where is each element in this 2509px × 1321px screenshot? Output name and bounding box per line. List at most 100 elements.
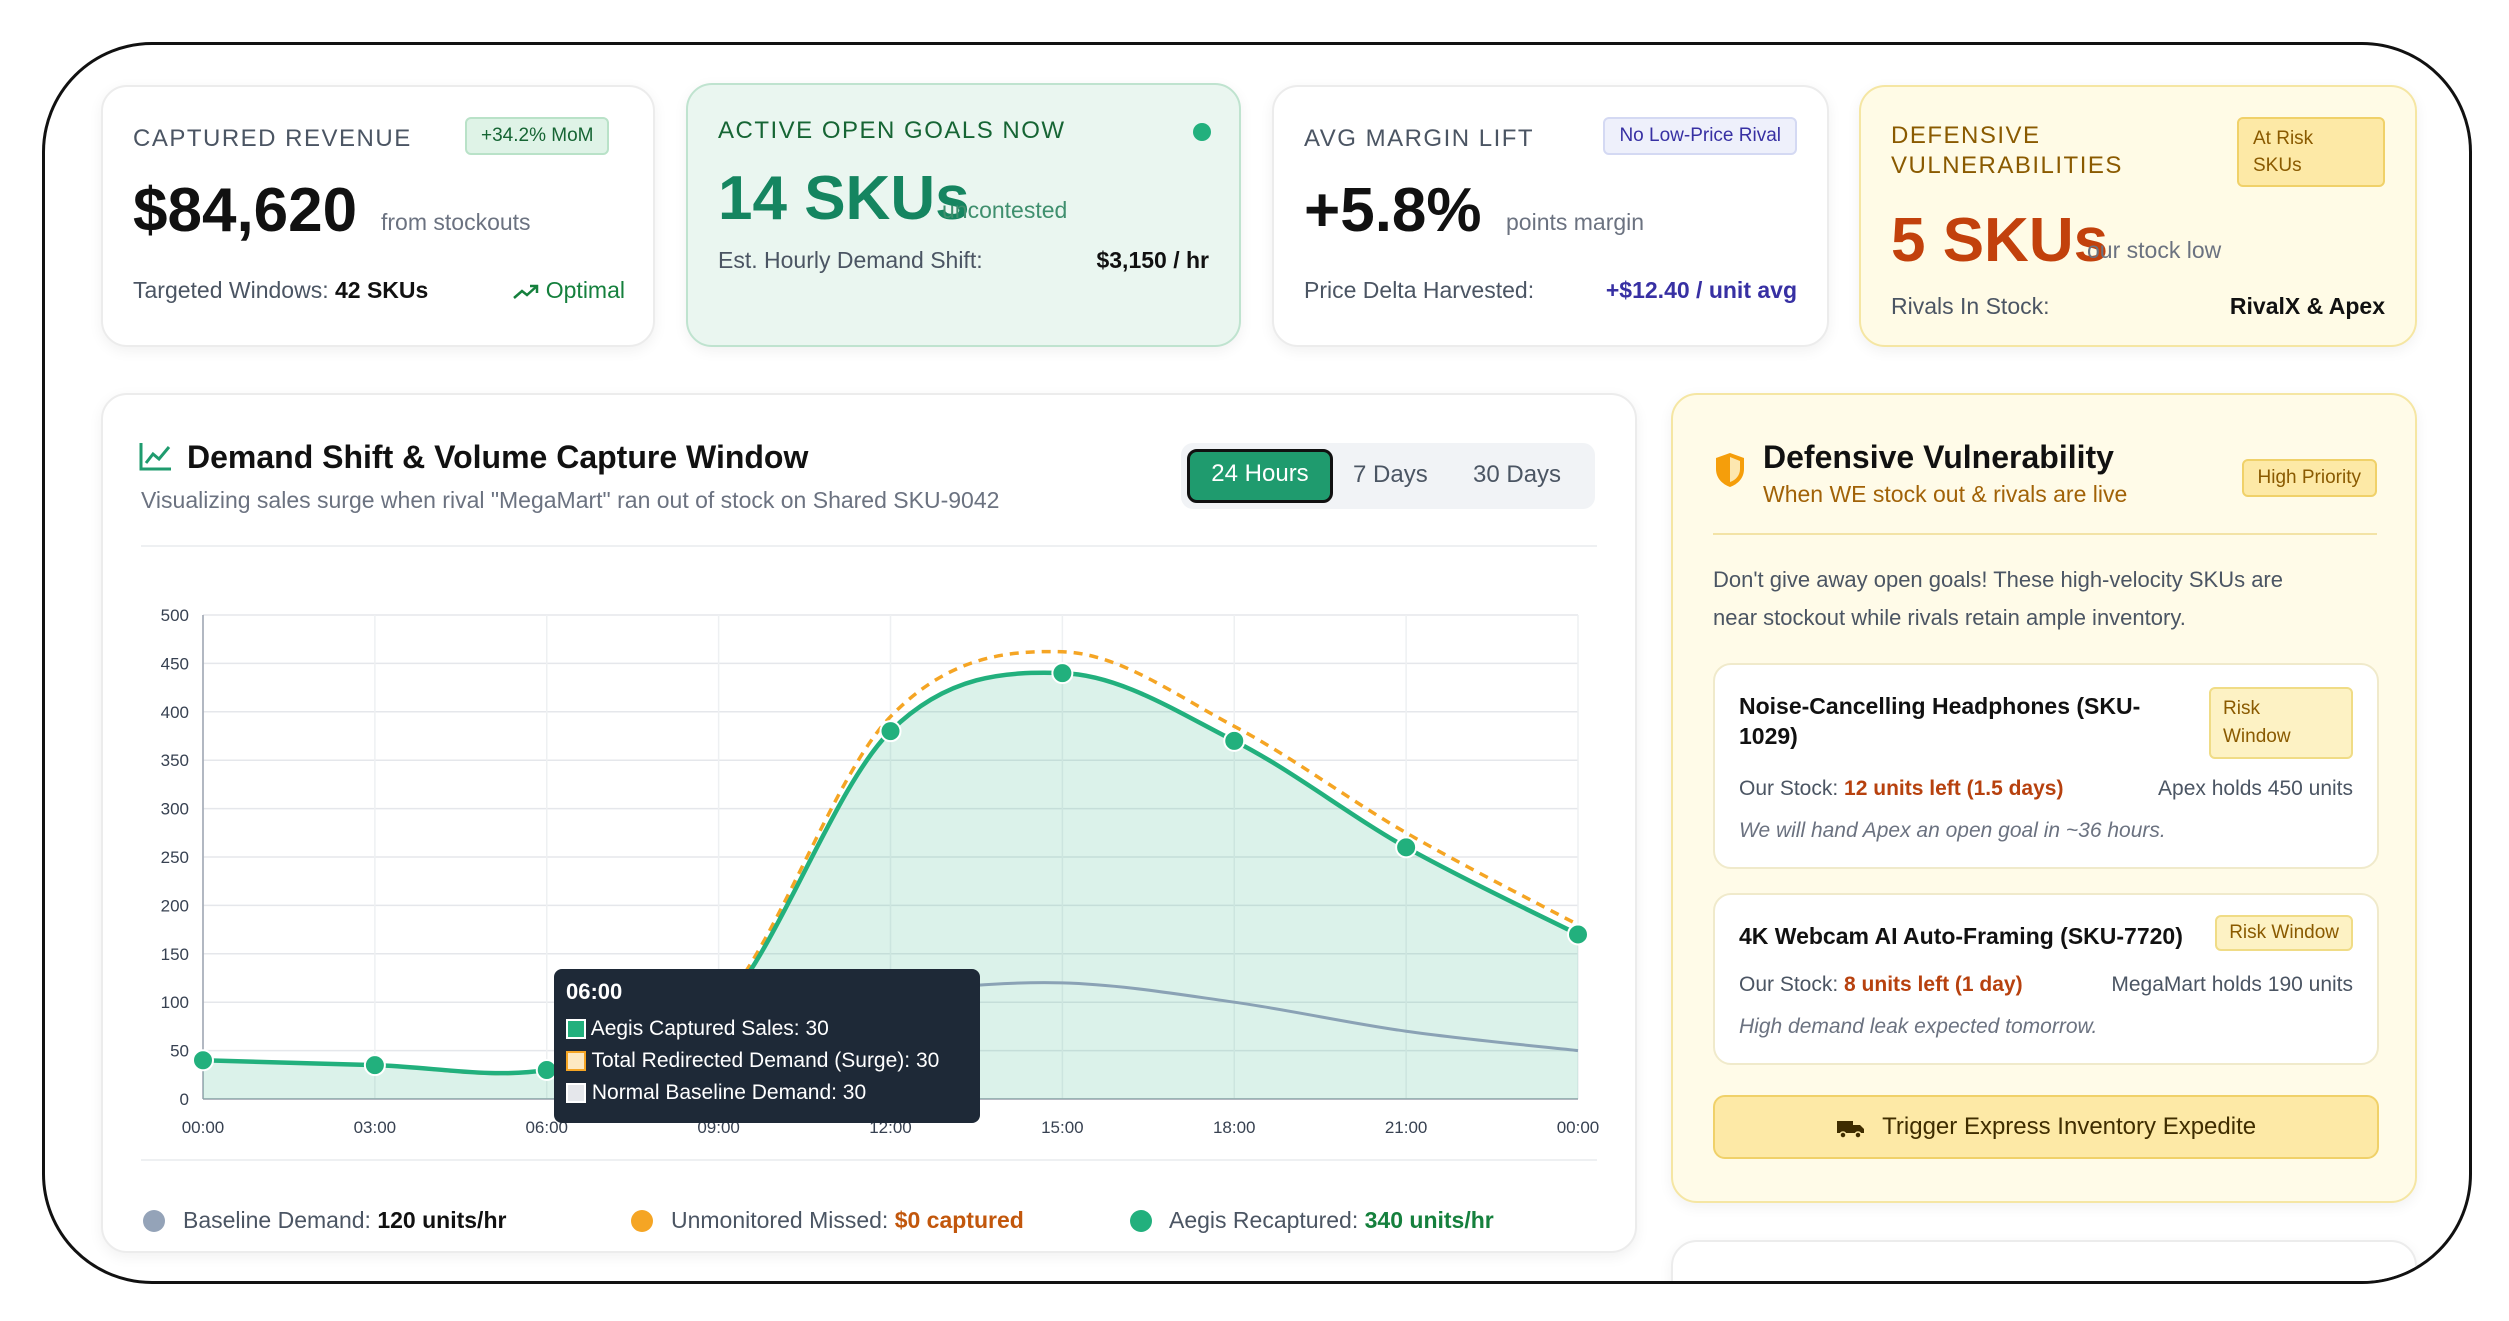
kpi-card-margin-lift: AVG MARGIN LIFT No Low-Price Rival +5.8%…: [1272, 85, 1829, 347]
kpi-card-captured-revenue: CAPTURED REVENUE +34.2% MoM $84,620 from…: [101, 85, 655, 347]
defensive-vulnerability-panel: Defensive Vulnerability When WE stock ou…: [1671, 393, 2417, 1203]
captured-point: [1567, 923, 1589, 946]
dashboard-frame: CAPTURED REVENUE +34.2% MoM $84,620 from…: [42, 42, 2472, 1284]
defense-intro-line1: Don't give away open goals! These high-v…: [1713, 567, 2283, 592]
expedite-button-label: Trigger Express Inventory Expedite: [1882, 1113, 2257, 1140]
legend-label: Unmonitored Missed:: [671, 1207, 889, 1233]
legend-value: 340 units/hr: [1364, 1207, 1494, 1233]
kpi-label: ACTIVE OPEN GOALS NOW: [718, 117, 1066, 144]
y-tick-label: 50: [170, 1042, 189, 1061]
rival-stock: MegaMart holds 190 units: [2111, 973, 2353, 996]
next-card-peek: [1671, 1240, 2417, 1281]
x-tick-label: 00:00: [182, 1118, 225, 1137]
shield-icon: [1713, 451, 1747, 494]
tooltip-swatch-captured: [566, 1019, 586, 1040]
trend-label: Optimal: [545, 277, 625, 303]
sku-name: 4K Webcam AI Auto-Framing (SKU-7720): [1739, 923, 2183, 949]
targeted-windows-label: Targeted Windows:: [133, 277, 329, 303]
stock-label: Our Stock:: [1739, 973, 1839, 996]
tooltip-surge-text: Total Redirected Demand (Surge): 30: [591, 1049, 940, 1072]
tooltip-swatch-baseline: [566, 1083, 586, 1104]
y-tick-label: 450: [161, 654, 189, 673]
x-tick-label: 00:00: [1557, 1118, 1600, 1137]
y-tick-label: 250: [161, 848, 189, 867]
captured-point: [192, 1049, 214, 1072]
y-tick-label: 150: [161, 945, 189, 964]
y-tick-label: 500: [161, 606, 189, 625]
kpi-suffix: from stockouts: [381, 209, 531, 235]
mom-badge: +34.2% MoM: [465, 117, 610, 155]
kpi-label: DEFENSIVE VULNERABILITIES: [1891, 121, 2123, 181]
legend-dot-missed: [631, 1210, 653, 1232]
y-tick-label: 350: [161, 751, 189, 770]
kpi-footer-label: Targeted Windows: 42 SKUs: [133, 277, 428, 304]
tooltip-line: Normal Baseline Demand: 30: [566, 1077, 968, 1109]
sku-stock: Our Stock: 8 units left (1 day): [1739, 973, 2023, 997]
x-tick-label: 06:00: [525, 1118, 568, 1137]
tab-24-hours[interactable]: 24 Hours: [1187, 449, 1333, 503]
kpi-value: 14 SKUs: [718, 164, 970, 233]
legend-missed: Unmonitored Missed: $0 captured: [671, 1207, 1024, 1234]
rival-stock: Apex holds 450 units: [2158, 777, 2353, 800]
chart-title: Demand Shift & Volume Capture Window: [187, 439, 809, 475]
sku-name: Noise-Cancelling Headphones (SKU- 1029): [1739, 691, 2179, 751]
y-tick-label: 0: [180, 1090, 189, 1109]
x-tick-label: 18:00: [1213, 1118, 1256, 1137]
expedite-button[interactable]: Trigger Express Inventory Expedite: [1713, 1095, 2379, 1159]
kpi-card-open-goals: ACTIVE OPEN GOALS NOW 14 SKUs unconteste…: [686, 83, 1241, 347]
y-tick-label: 100: [161, 993, 189, 1012]
captured-point: [1051, 662, 1074, 685]
kpi-footer-label: Est. Hourly Demand Shift:: [718, 247, 983, 273]
sku-note: High demand leak expected tomorrow.: [1739, 1015, 2098, 1038]
legend-value: 120 units/hr: [377, 1207, 507, 1233]
chart-subtitle: Visualizing sales surge when rival "Mega…: [141, 487, 1000, 513]
kpi-label: CAPTURED REVENUE: [133, 125, 412, 152]
y-tick-label: 400: [161, 703, 189, 722]
trend-up-icon: [513, 277, 545, 303]
x-tick-label: 21:00: [1385, 1118, 1428, 1137]
legend-dot-recaptured: [1130, 1210, 1152, 1232]
at-risk-badge-line1: At Risk: [2253, 128, 2314, 149]
demand-shift-panel: Demand Shift & Volume Capture Window Vis…: [101, 393, 1637, 1253]
captured-point: [1223, 729, 1246, 752]
tab-30-days[interactable]: 30 Days: [1473, 461, 1562, 488]
captured-series-line: [202, 670, 1580, 1076]
trend-indicator: Optimal: [513, 277, 625, 304]
kpi-value: +5.8%: [1304, 176, 1482, 245]
kpi-footer-label: Price Delta Harvested:: [1304, 277, 1535, 303]
y-tick-label: 300: [161, 800, 189, 819]
defense-divider: [1713, 533, 2377, 535]
captured-point: [879, 720, 902, 743]
x-tick-label: 03:00: [354, 1118, 397, 1137]
kpi-suffix: points margin: [1506, 209, 1645, 235]
chart-tooltip: 06:00 Aegis Captured Sales: 30 Total Red…: [554, 969, 980, 1123]
sku-card-headphones[interactable]: Noise-Cancelling Headphones (SKU- 1029) …: [1713, 663, 2379, 869]
kpi-card-vulnerabilities: DEFENSIVE VULNERABILITIES At Risk SKUs 5…: [1859, 85, 2417, 347]
legend-baseline: Baseline Demand: 120 units/hr: [183, 1207, 506, 1234]
sku-name-line2: 1029): [1739, 723, 1798, 749]
tooltip-captured-text: Aegis Captured Sales: 30: [590, 1017, 829, 1040]
legend-label: Aegis Recaptured:: [1169, 1207, 1359, 1233]
kpi-label-line1: DEFENSIVE: [1891, 122, 2041, 149]
chart-divider: [141, 545, 1597, 547]
legend-dot-baseline: [143, 1210, 165, 1232]
kpi-label-line2: VULNERABILITIES: [1891, 152, 2123, 179]
kpi-footer-value: +$12.40 / unit avg: [1605, 277, 1797, 303]
defense-intro-line2: near stockout while rivals retain ample …: [1713, 605, 2186, 630]
legend-label: Baseline Demand:: [183, 1207, 371, 1233]
sku-card-webcam[interactable]: 4K Webcam AI Auto-Framing (SKU-7720) Ris…: [1713, 893, 2379, 1065]
sku-stock: Our Stock: 12 units left (1.5 days): [1739, 777, 2063, 801]
tab-7-days[interactable]: 7 Days: [1353, 461, 1428, 488]
chart-line-icon: [139, 441, 173, 476]
captured-point: [1395, 836, 1418, 859]
kpi-suffix: our stock low: [2087, 237, 2222, 263]
y-tick-label: 200: [161, 896, 189, 915]
kpi-value: $84,620: [133, 176, 358, 245]
at-risk-badge-line2: SKUs: [2253, 155, 2302, 176]
risk-badge-line2: Window: [2223, 726, 2291, 747]
stock-label: Our Stock:: [1739, 777, 1839, 800]
time-range-tabs: 24 Hours 7 Days 30 Days: [1181, 443, 1595, 509]
stock-value: 8 units left (1 day): [1844, 973, 2023, 996]
tooltip-line: Aegis Captured Sales: 30: [566, 1013, 968, 1045]
kpi-suffix: uncontested: [942, 197, 1068, 223]
